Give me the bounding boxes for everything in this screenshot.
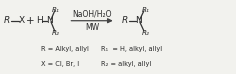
Text: X: X xyxy=(19,16,25,25)
Text: R = Alkyl, allyl: R = Alkyl, allyl xyxy=(41,46,89,52)
Text: R₁  = H, alkyl, allyl: R₁ = H, alkyl, allyl xyxy=(101,46,163,52)
Text: MW: MW xyxy=(85,23,99,32)
Text: R: R xyxy=(4,16,10,25)
Text: R₂ = alkyl, allyl: R₂ = alkyl, allyl xyxy=(101,61,152,67)
Text: N: N xyxy=(135,16,141,25)
Text: X = Cl, Br, I: X = Cl, Br, I xyxy=(41,61,80,67)
Text: NaOH/H₂O: NaOH/H₂O xyxy=(72,9,112,18)
Text: N: N xyxy=(46,16,53,25)
Text: H: H xyxy=(36,16,43,25)
Text: R: R xyxy=(122,16,128,25)
Text: R₁: R₁ xyxy=(142,7,150,13)
Text: R₂: R₂ xyxy=(142,30,150,36)
Text: R₂: R₂ xyxy=(52,30,60,36)
Text: R₁: R₁ xyxy=(52,7,60,13)
Text: +: + xyxy=(26,16,34,26)
